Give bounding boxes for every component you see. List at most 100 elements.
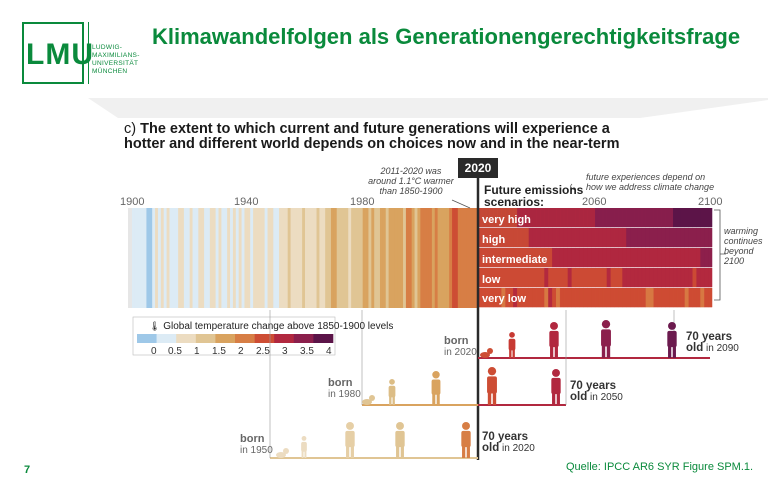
university-name: LUDWIG- MAXIMILIANS- UNIVERSITÄT MÜNCHEN (92, 44, 140, 75)
lmu-logo (22, 22, 84, 84)
year-stripe (359, 208, 364, 308)
year-stripe (420, 208, 424, 308)
future-scenarios-label: Future emissions scenarios: (484, 183, 584, 209)
baby-icon (276, 448, 289, 458)
person-icon (395, 422, 405, 458)
born-1980-label: born in 1980 (328, 377, 361, 401)
figure-caption: c) The extent to which current and futur… (124, 121, 620, 152)
year-stripe (224, 208, 228, 308)
logo-wordmark: LMU (26, 38, 94, 71)
year-stripe (235, 208, 240, 308)
year-stripe (215, 208, 219, 308)
scenario-label: very high (482, 214, 531, 226)
legend-tick: 3 (282, 346, 288, 357)
legend-frame (132, 316, 336, 356)
annotation-2011-2020: 2011-2020 was around 1.1°C warmer than 1… (368, 166, 454, 196)
year-stripe (279, 208, 283, 308)
year-stripe (431, 208, 436, 308)
year-stripe (385, 208, 390, 308)
year-stripe (218, 208, 222, 308)
year-stripe (371, 208, 375, 308)
person-icon (388, 379, 396, 405)
year-stripe (186, 208, 191, 308)
year-stripe (238, 208, 242, 308)
year-stripe (437, 208, 441, 308)
baby-icon (480, 348, 493, 358)
source-citation: Quelle: IPCC AR6 SYR Figure SPM.1. (566, 461, 754, 473)
born-1950-label: born in 1950 (240, 433, 273, 457)
annot-leader (451, 199, 471, 209)
year-tick: 2100 (698, 196, 723, 208)
year-stripe (296, 208, 300, 308)
year-stripe (172, 208, 176, 308)
year-stripe (134, 208, 139, 308)
person-icon (551, 369, 561, 405)
year-stripe (146, 208, 150, 308)
person-icon (667, 322, 677, 358)
legend-tick: 0.5 (168, 346, 182, 357)
person-icon (601, 320, 611, 358)
year-stripe (310, 208, 315, 308)
legend-swatch (254, 334, 275, 343)
year-stripe (270, 208, 274, 308)
person-icon (549, 322, 559, 358)
people-figures (276, 320, 677, 458)
year-stripe (157, 208, 162, 308)
callout-shade (88, 98, 768, 118)
age-70-2020-label: 70 years old in 2020 (482, 431, 535, 454)
year-stripe (452, 208, 456, 308)
year-tick: 1980 (350, 196, 375, 208)
year-stripe (169, 208, 173, 308)
year-stripe (244, 208, 248, 308)
year-stripe (428, 208, 433, 308)
year-stripe (342, 208, 346, 308)
legend-swatch (235, 334, 255, 343)
year-tick: 1900 (120, 196, 145, 208)
year-stripe (178, 208, 182, 308)
year-stripe (330, 208, 335, 308)
historical-stripes (132, 208, 479, 308)
age-70-2050-label: 70 years old in 2050 (570, 380, 623, 403)
legend-tick: 2 (238, 346, 244, 357)
warming-continues-note: warming continues beyond 2100 (724, 226, 763, 266)
year-stripe (388, 208, 392, 308)
year-stripe (143, 208, 147, 308)
year-stripe (469, 208, 473, 308)
year-stripe (284, 208, 289, 308)
year-stripe (201, 208, 205, 308)
person-icon (461, 422, 471, 458)
year-stripe (454, 208, 459, 308)
year-stripe (264, 208, 268, 308)
legend-swatch (215, 334, 236, 343)
scenario-band (478, 268, 713, 288)
year-stripe (379, 208, 384, 308)
person-icon (508, 332, 516, 358)
year-stripe (307, 208, 312, 308)
year-stripe (397, 208, 401, 308)
scenario-label: low (482, 274, 501, 286)
year-stripe (460, 208, 464, 308)
scenario-label: intermediate (482, 254, 548, 266)
legend-title: 🌡 Global temperature change above 1850-1… (149, 321, 394, 332)
logo-divider (88, 22, 89, 84)
legend-tick: 4 (326, 346, 332, 357)
scenario-label: very low (482, 293, 527, 305)
year-stripe (463, 208, 467, 308)
scenario-band (478, 208, 713, 228)
year-stripe (230, 208, 234, 308)
year-stripe (281, 208, 286, 308)
year-stripe (132, 208, 136, 308)
year-stripe (316, 208, 320, 308)
year-stripe (457, 208, 462, 308)
legend-swatch (274, 334, 295, 343)
year-stripe (414, 208, 418, 308)
year-stripe (449, 208, 453, 308)
year-stripe (336, 208, 340, 308)
year-stripe (149, 208, 153, 308)
person-icon (431, 371, 441, 405)
slide-title: Klimawandelfolgen als Generationengerech… (152, 24, 741, 49)
year-stripe (382, 208, 387, 308)
stripe-edge (128, 208, 132, 308)
person-icon (345, 422, 355, 458)
